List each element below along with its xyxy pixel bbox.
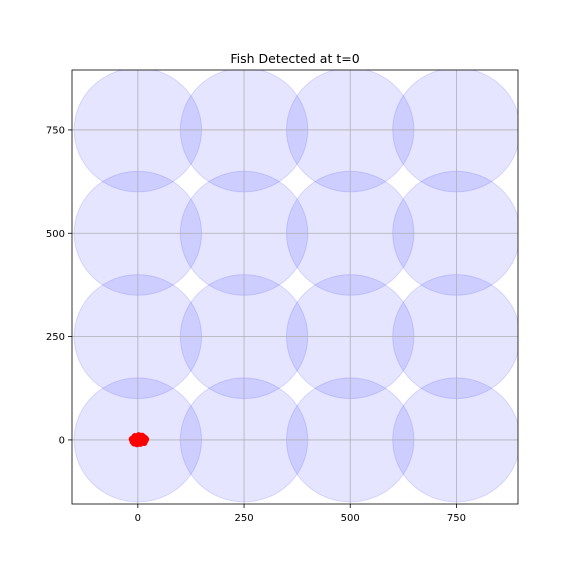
chart-title: Fish Detected at t=0 [230, 51, 359, 66]
x-tick-label: 750 [447, 513, 466, 524]
fish-point [141, 439, 148, 447]
axes-frame [71, 69, 519, 505]
x-tick-label: 250 [234, 513, 253, 524]
y-tick-label: 500 [46, 229, 65, 240]
y-tick-label: 0 [59, 435, 65, 446]
plot-area: 0 250 500 750 0 250 500 750 [46, 69, 519, 524]
x-tick-label: 0 [135, 513, 141, 524]
fish-point [131, 433, 139, 440]
y-tick-label: 750 [46, 125, 65, 136]
y-tick-label: 250 [46, 332, 65, 343]
x-tick-label: 500 [341, 513, 360, 524]
